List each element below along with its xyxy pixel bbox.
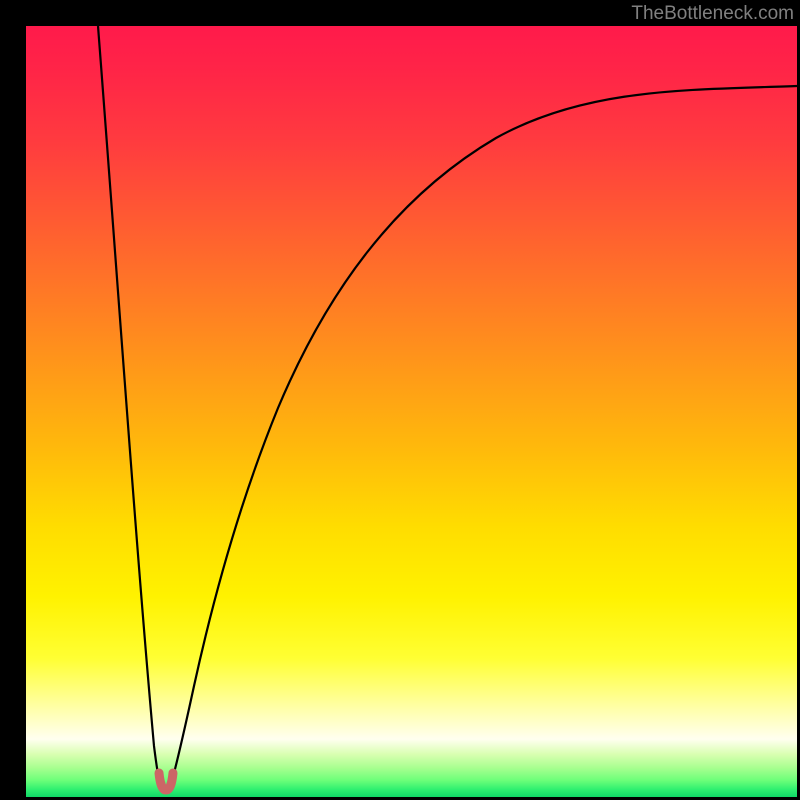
chart-background — [26, 26, 797, 797]
plot-area — [26, 26, 797, 797]
watermark-text: TheBottleneck.com — [631, 3, 794, 25]
chart-svg — [26, 26, 797, 797]
